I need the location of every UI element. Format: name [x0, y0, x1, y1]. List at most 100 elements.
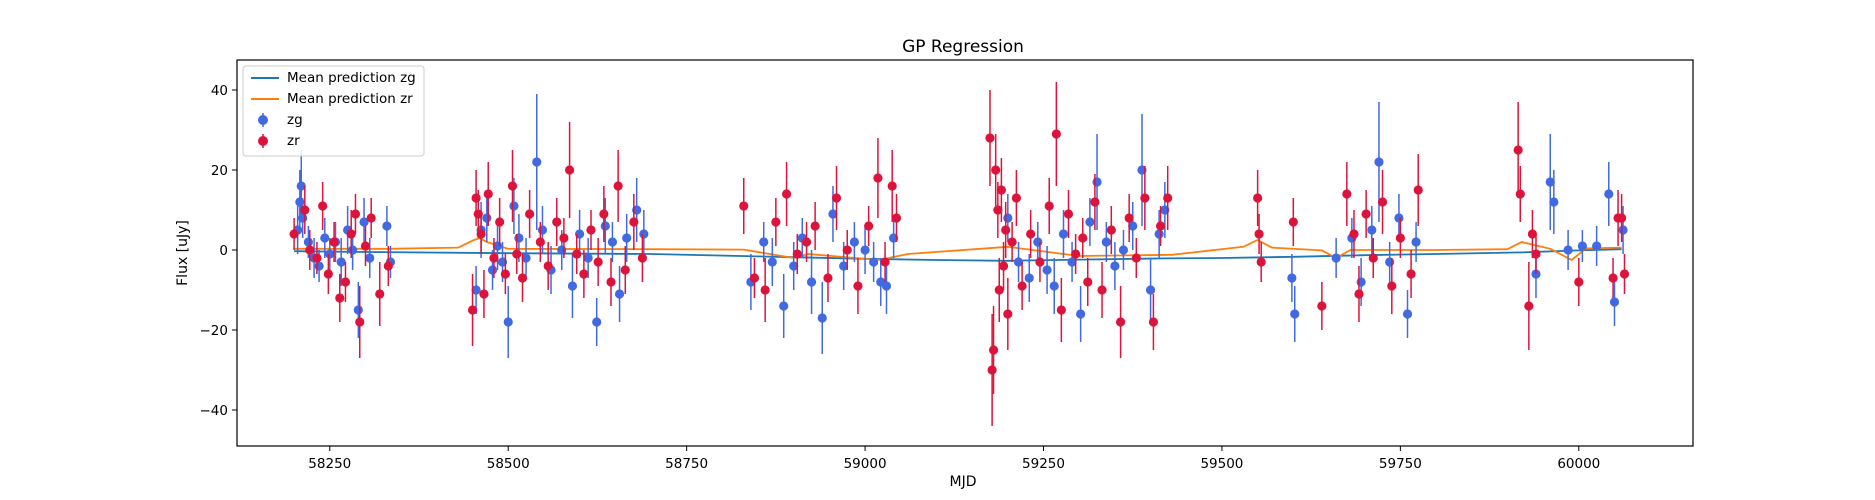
- point-zr: [771, 217, 781, 227]
- point-zr: [1515, 189, 1525, 199]
- point-zr: [318, 201, 328, 211]
- point-zg: [759, 237, 769, 247]
- point-zr: [572, 249, 582, 259]
- y-tick-label: −40: [200, 403, 229, 419]
- point-zg: [1618, 225, 1628, 235]
- point-zg: [348, 245, 358, 255]
- point-zg: [1092, 177, 1102, 187]
- point-zr: [1131, 253, 1141, 263]
- point-zr: [1071, 249, 1081, 259]
- point-zr: [543, 261, 553, 271]
- point-zg: [1287, 273, 1297, 283]
- point-zg: [314, 261, 324, 271]
- point-zr: [599, 209, 609, 219]
- point-zg: [567, 281, 578, 291]
- point-zr: [346, 229, 356, 239]
- point-zr: [880, 257, 890, 267]
- data-points: [289, 82, 1630, 426]
- point-zg: [1067, 257, 1077, 267]
- point-zg: [1145, 285, 1156, 295]
- point-zg: [296, 181, 306, 191]
- point-zr: [1035, 257, 1045, 267]
- point-zr: [467, 305, 478, 315]
- point-zr: [1163, 193, 1173, 203]
- point-zg: [303, 237, 313, 247]
- point-zr: [383, 261, 393, 271]
- x-tick-label: 59500: [1200, 456, 1243, 472]
- point-zr: [360, 241, 371, 251]
- point-zg: [365, 253, 375, 263]
- point-zg: [1549, 197, 1559, 207]
- point-zr: [1254, 229, 1264, 239]
- point-zr: [1377, 197, 1388, 207]
- point-zr: [1017, 281, 1027, 291]
- point-zg: [336, 257, 346, 267]
- point-zr: [1148, 317, 1159, 327]
- point-zr: [801, 237, 812, 247]
- point-zr: [1155, 221, 1166, 231]
- point-zr: [1368, 253, 1378, 263]
- point-zg: [1411, 237, 1421, 247]
- legend-label-line-zg: Mean prediction zg: [287, 70, 416, 86]
- point-zr: [559, 233, 569, 243]
- point-zr: [305, 245, 315, 255]
- point-zg: [614, 289, 625, 299]
- point-zr: [1342, 189, 1352, 199]
- point-zg: [487, 265, 498, 275]
- point-zr: [1056, 305, 1066, 315]
- point-zr: [987, 365, 997, 375]
- point-zr: [1097, 285, 1107, 295]
- point-zg: [806, 277, 817, 287]
- point-zg: [1367, 225, 1377, 235]
- x-tick-label: 59750: [1379, 456, 1422, 472]
- point-zr: [1026, 229, 1036, 239]
- point-zr: [853, 281, 863, 291]
- point-zr: [1619, 269, 1630, 279]
- y-tick-label: 40: [211, 83, 228, 99]
- point-zr: [323, 269, 333, 279]
- point-zr: [1395, 233, 1405, 243]
- point-zr: [1001, 225, 1011, 235]
- point-zr: [1003, 309, 1013, 319]
- point-zg: [1604, 189, 1614, 199]
- point-zg: [359, 217, 369, 227]
- point-zg: [1545, 177, 1555, 187]
- point-zg: [514, 233, 524, 243]
- point-zg: [779, 301, 789, 311]
- point-zg: [503, 317, 513, 327]
- x-tick-label: 58500: [487, 456, 530, 472]
- point-zg: [1058, 229, 1069, 239]
- x-axis-label: MJD: [950, 474, 977, 490]
- point-zg: [860, 245, 870, 255]
- point-zg: [1049, 281, 1059, 291]
- point-zg: [767, 257, 777, 267]
- point-zg: [537, 225, 548, 235]
- point-zr: [1090, 197, 1100, 207]
- point-zg: [583, 253, 593, 263]
- point-zg: [1374, 157, 1384, 167]
- y-tick-label: 20: [211, 163, 228, 179]
- point-zr: [564, 165, 575, 175]
- point-zr: [483, 189, 493, 199]
- point-zr: [637, 253, 647, 263]
- point-zg: [1154, 229, 1164, 239]
- legend: Mean prediction zg Mean prediction zr zg…: [242, 65, 425, 157]
- point-zr: [1513, 145, 1523, 155]
- legend-label-line-zr: Mean prediction zr: [287, 91, 413, 107]
- point-zr: [739, 201, 749, 211]
- point-zg: [532, 157, 542, 167]
- legend-box: [242, 65, 425, 157]
- point-zr: [994, 285, 1004, 295]
- point-zr: [988, 345, 999, 355]
- point-zr: [1349, 229, 1359, 239]
- point-zr: [1083, 277, 1093, 287]
- point-zr: [329, 237, 339, 247]
- point-zr: [1527, 229, 1538, 239]
- point-zr: [476, 229, 486, 239]
- point-zr: [1354, 289, 1364, 299]
- point-zg: [1577, 241, 1587, 251]
- point-zr: [479, 289, 489, 299]
- point-zr: [1256, 257, 1266, 267]
- point-zg: [839, 261, 849, 271]
